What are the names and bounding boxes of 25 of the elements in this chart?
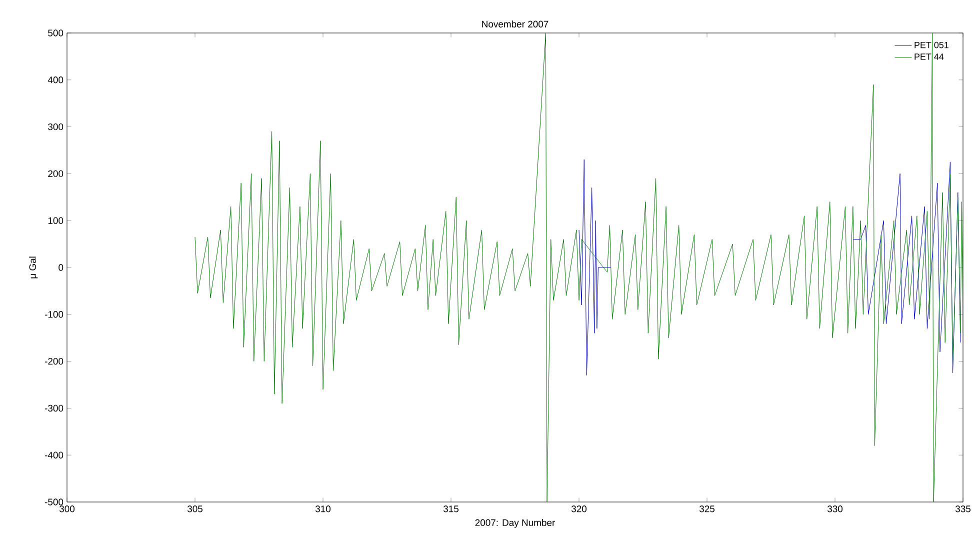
y-tick-label: -200 — [44, 358, 64, 365]
y-tick-label: 300 — [48, 123, 64, 130]
x-tick-label: 310 — [315, 506, 331, 512]
y-tick-label: 100 — [48, 217, 64, 224]
y-tick-label: -300 — [44, 404, 64, 412]
chart-title: November 2007 — [482, 20, 548, 28]
y-tick-label: -400 — [44, 452, 64, 458]
x-tick-label: 330 — [827, 506, 843, 512]
x-axis-title: 2007: Day Number — [475, 519, 555, 528]
x-tick-label: 325 — [699, 506, 715, 512]
x-tick-label: 335 — [955, 506, 971, 512]
x-tick-label: 315 — [443, 506, 459, 512]
line-series — [194, 32, 964, 502]
legend-label: PET 44 — [914, 54, 944, 60]
y-tick-label: -500 — [44, 498, 64, 506]
y-tick-label: 200 — [48, 170, 64, 178]
y-tick-label: 0 — [58, 264, 64, 271]
x-tick-label: 320 — [571, 506, 587, 512]
x-tick-label: 300 — [59, 506, 75, 512]
x-tick-label: 305 — [187, 506, 203, 512]
y-tick-label: 400 — [48, 76, 64, 84]
y-axis-title: μ Gal — [29, 256, 38, 278]
y-tick-label: -100 — [44, 311, 64, 318]
y-tick-label: 500 — [48, 30, 64, 36]
legend-label: PET 051 — [914, 42, 948, 48]
